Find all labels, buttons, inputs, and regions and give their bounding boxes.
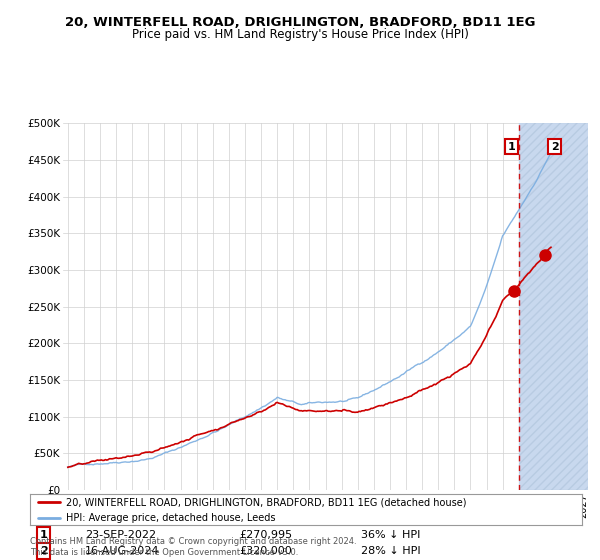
Text: 36% ↓ HPI: 36% ↓ HPI (361, 530, 421, 540)
Text: £270,995: £270,995 (240, 530, 293, 540)
Text: 16-AUG-2024: 16-AUG-2024 (85, 546, 160, 556)
Text: 28% ↓ HPI: 28% ↓ HPI (361, 546, 421, 556)
Text: 2: 2 (40, 546, 47, 556)
Text: HPI: Average price, detached house, Leeds: HPI: Average price, detached house, Leed… (66, 512, 275, 522)
Text: 20, WINTERFELL ROAD, DRIGHLINGTON, BRADFORD, BD11 1EG: 20, WINTERFELL ROAD, DRIGHLINGTON, BRADF… (65, 16, 535, 29)
Text: Contains HM Land Registry data © Crown copyright and database right 2024.
This d: Contains HM Land Registry data © Crown c… (30, 537, 356, 557)
Bar (519, 123, 600, 490)
Text: 20, WINTERFELL ROAD, DRIGHLINGTON, BRADFORD, BD11 1EG (detached house): 20, WINTERFELL ROAD, DRIGHLINGTON, BRADF… (66, 497, 466, 507)
Text: 23-SEP-2022: 23-SEP-2022 (85, 530, 157, 540)
Text: Price paid vs. HM Land Registry's House Price Index (HPI): Price paid vs. HM Land Registry's House … (131, 28, 469, 41)
Bar (519, 123, 600, 490)
Text: 1: 1 (40, 530, 47, 540)
Text: 1: 1 (508, 142, 515, 152)
Text: 2: 2 (551, 142, 559, 152)
Text: £320,000: £320,000 (240, 546, 293, 556)
